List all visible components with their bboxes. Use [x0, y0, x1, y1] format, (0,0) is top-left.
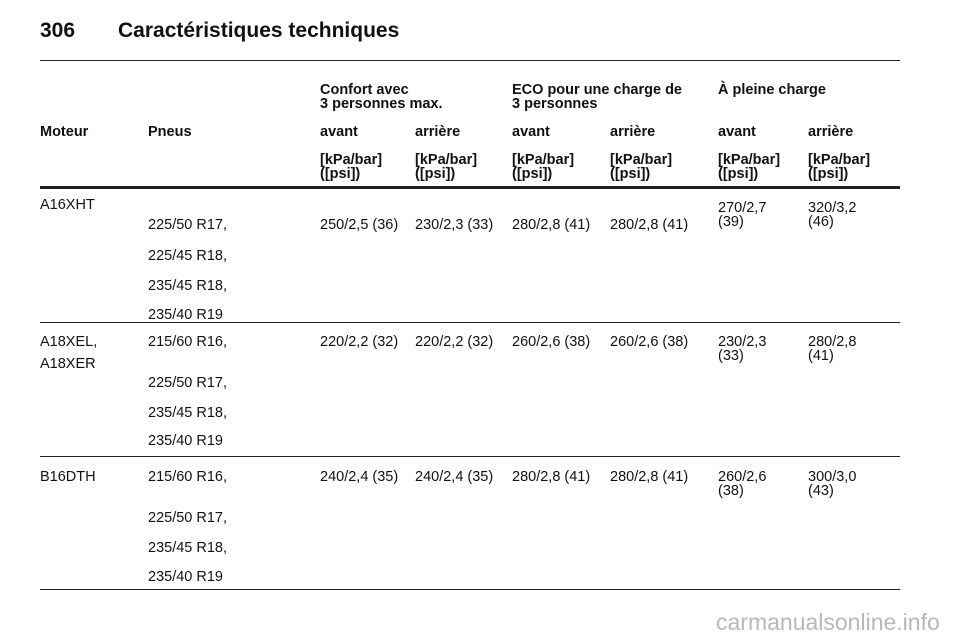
unit-header: ([psi])	[415, 166, 456, 182]
rule	[40, 456, 900, 457]
group-header: À pleine charge	[718, 82, 826, 98]
unit-header: ([psi])	[512, 166, 553, 182]
tyre-size: 235/45 R18,	[148, 278, 228, 294]
column-header: arrière	[415, 124, 461, 140]
tyre-size: 225/50 R17,	[148, 375, 228, 391]
column-header: arrière	[610, 124, 656, 140]
unit-header: [kPa/bar]	[808, 152, 871, 168]
tyre-size: 215/60 R16,	[148, 469, 228, 485]
tyre-size: 235/45 R18,	[148, 540, 228, 556]
pressure: 280/2,8 (41)	[512, 217, 591, 233]
unit-header: ([psi])	[808, 166, 849, 182]
pressure: 280/2,8 (41)	[610, 217, 689, 233]
pressure: 280/2,8 (41)	[512, 469, 591, 485]
rule	[40, 186, 900, 189]
unit-header: [kPa/bar]	[320, 152, 383, 168]
pressure: 220/2,2 (32)	[320, 334, 399, 350]
tyre-size: 235/40 R19	[148, 569, 223, 585]
tyre-size: 225/45 R18,	[148, 248, 228, 264]
page-title: Caractéristiques techniques	[118, 19, 400, 42]
pressure: 240/2,4 (35)	[415, 469, 494, 485]
pressure: 240/2,4 (35)	[320, 469, 399, 485]
engine: A16XHT	[40, 197, 95, 213]
pressure: 280/2,8	[808, 334, 857, 350]
group-header: 3 personnes	[512, 96, 598, 112]
column-header: avant	[512, 124, 550, 140]
pressure: 280/2,8 (41)	[610, 469, 689, 485]
pressure: 300/3,0	[808, 469, 857, 485]
pressure: 250/2,5 (36)	[320, 217, 399, 233]
column-header: arrière	[808, 124, 854, 140]
tyre-size: 225/50 R17,	[148, 217, 228, 233]
group-header: ECO pour une charge de	[512, 82, 682, 98]
watermark: carmanualsonline.info	[716, 609, 940, 635]
tyre-size: 235/40 R19	[148, 433, 223, 449]
unit-header: [kPa/bar]	[415, 152, 478, 168]
pressure: (46)	[808, 214, 834, 230]
tyre-size: 235/40 R19	[148, 307, 223, 323]
pressure: (43)	[808, 483, 834, 499]
engine: A18XER	[40, 356, 96, 372]
tyre-size: 235/45 R18,	[148, 405, 228, 421]
unit-header: [kPa/bar]	[610, 152, 673, 168]
page-number: 306	[40, 19, 76, 42]
pressure: 260/2,6 (38)	[610, 334, 689, 350]
column-header: Moteur	[40, 124, 89, 140]
pressure: 230/2,3	[718, 334, 767, 350]
pressure: 320/3,2	[808, 200, 857, 216]
column-header: avant	[320, 124, 358, 140]
unit-header: ([psi])	[320, 166, 361, 182]
tyre-size: 215/60 R16,	[148, 334, 228, 350]
rule	[40, 60, 900, 61]
engine: A18XEL,	[40, 334, 98, 350]
column-header: Pneus	[148, 124, 192, 140]
engine: B16DTH	[40, 469, 96, 485]
pressure: (41)	[808, 348, 834, 364]
tyre-size: 225/50 R17,	[148, 510, 228, 526]
pressure: 220/2,2 (32)	[415, 334, 494, 350]
unit-header: [kPa/bar]	[718, 152, 781, 168]
rule	[40, 589, 900, 590]
group-header: Confort avec	[320, 82, 409, 98]
pressure: 230/2,3 (33)	[415, 217, 494, 233]
unit-header: [kPa/bar]	[512, 152, 575, 168]
pressure: (39)	[718, 214, 744, 230]
pressure: (33)	[718, 348, 744, 364]
unit-header: ([psi])	[718, 166, 759, 182]
pressure: 260/2,6 (38)	[512, 334, 591, 350]
column-header: avant	[718, 124, 756, 140]
unit-header: ([psi])	[610, 166, 651, 182]
pressure: (38)	[718, 483, 744, 499]
pressure: 260/2,6	[718, 469, 767, 485]
pressure: 270/2,7	[718, 200, 767, 216]
group-header: 3 personnes max.	[320, 96, 443, 112]
rule	[40, 322, 900, 323]
